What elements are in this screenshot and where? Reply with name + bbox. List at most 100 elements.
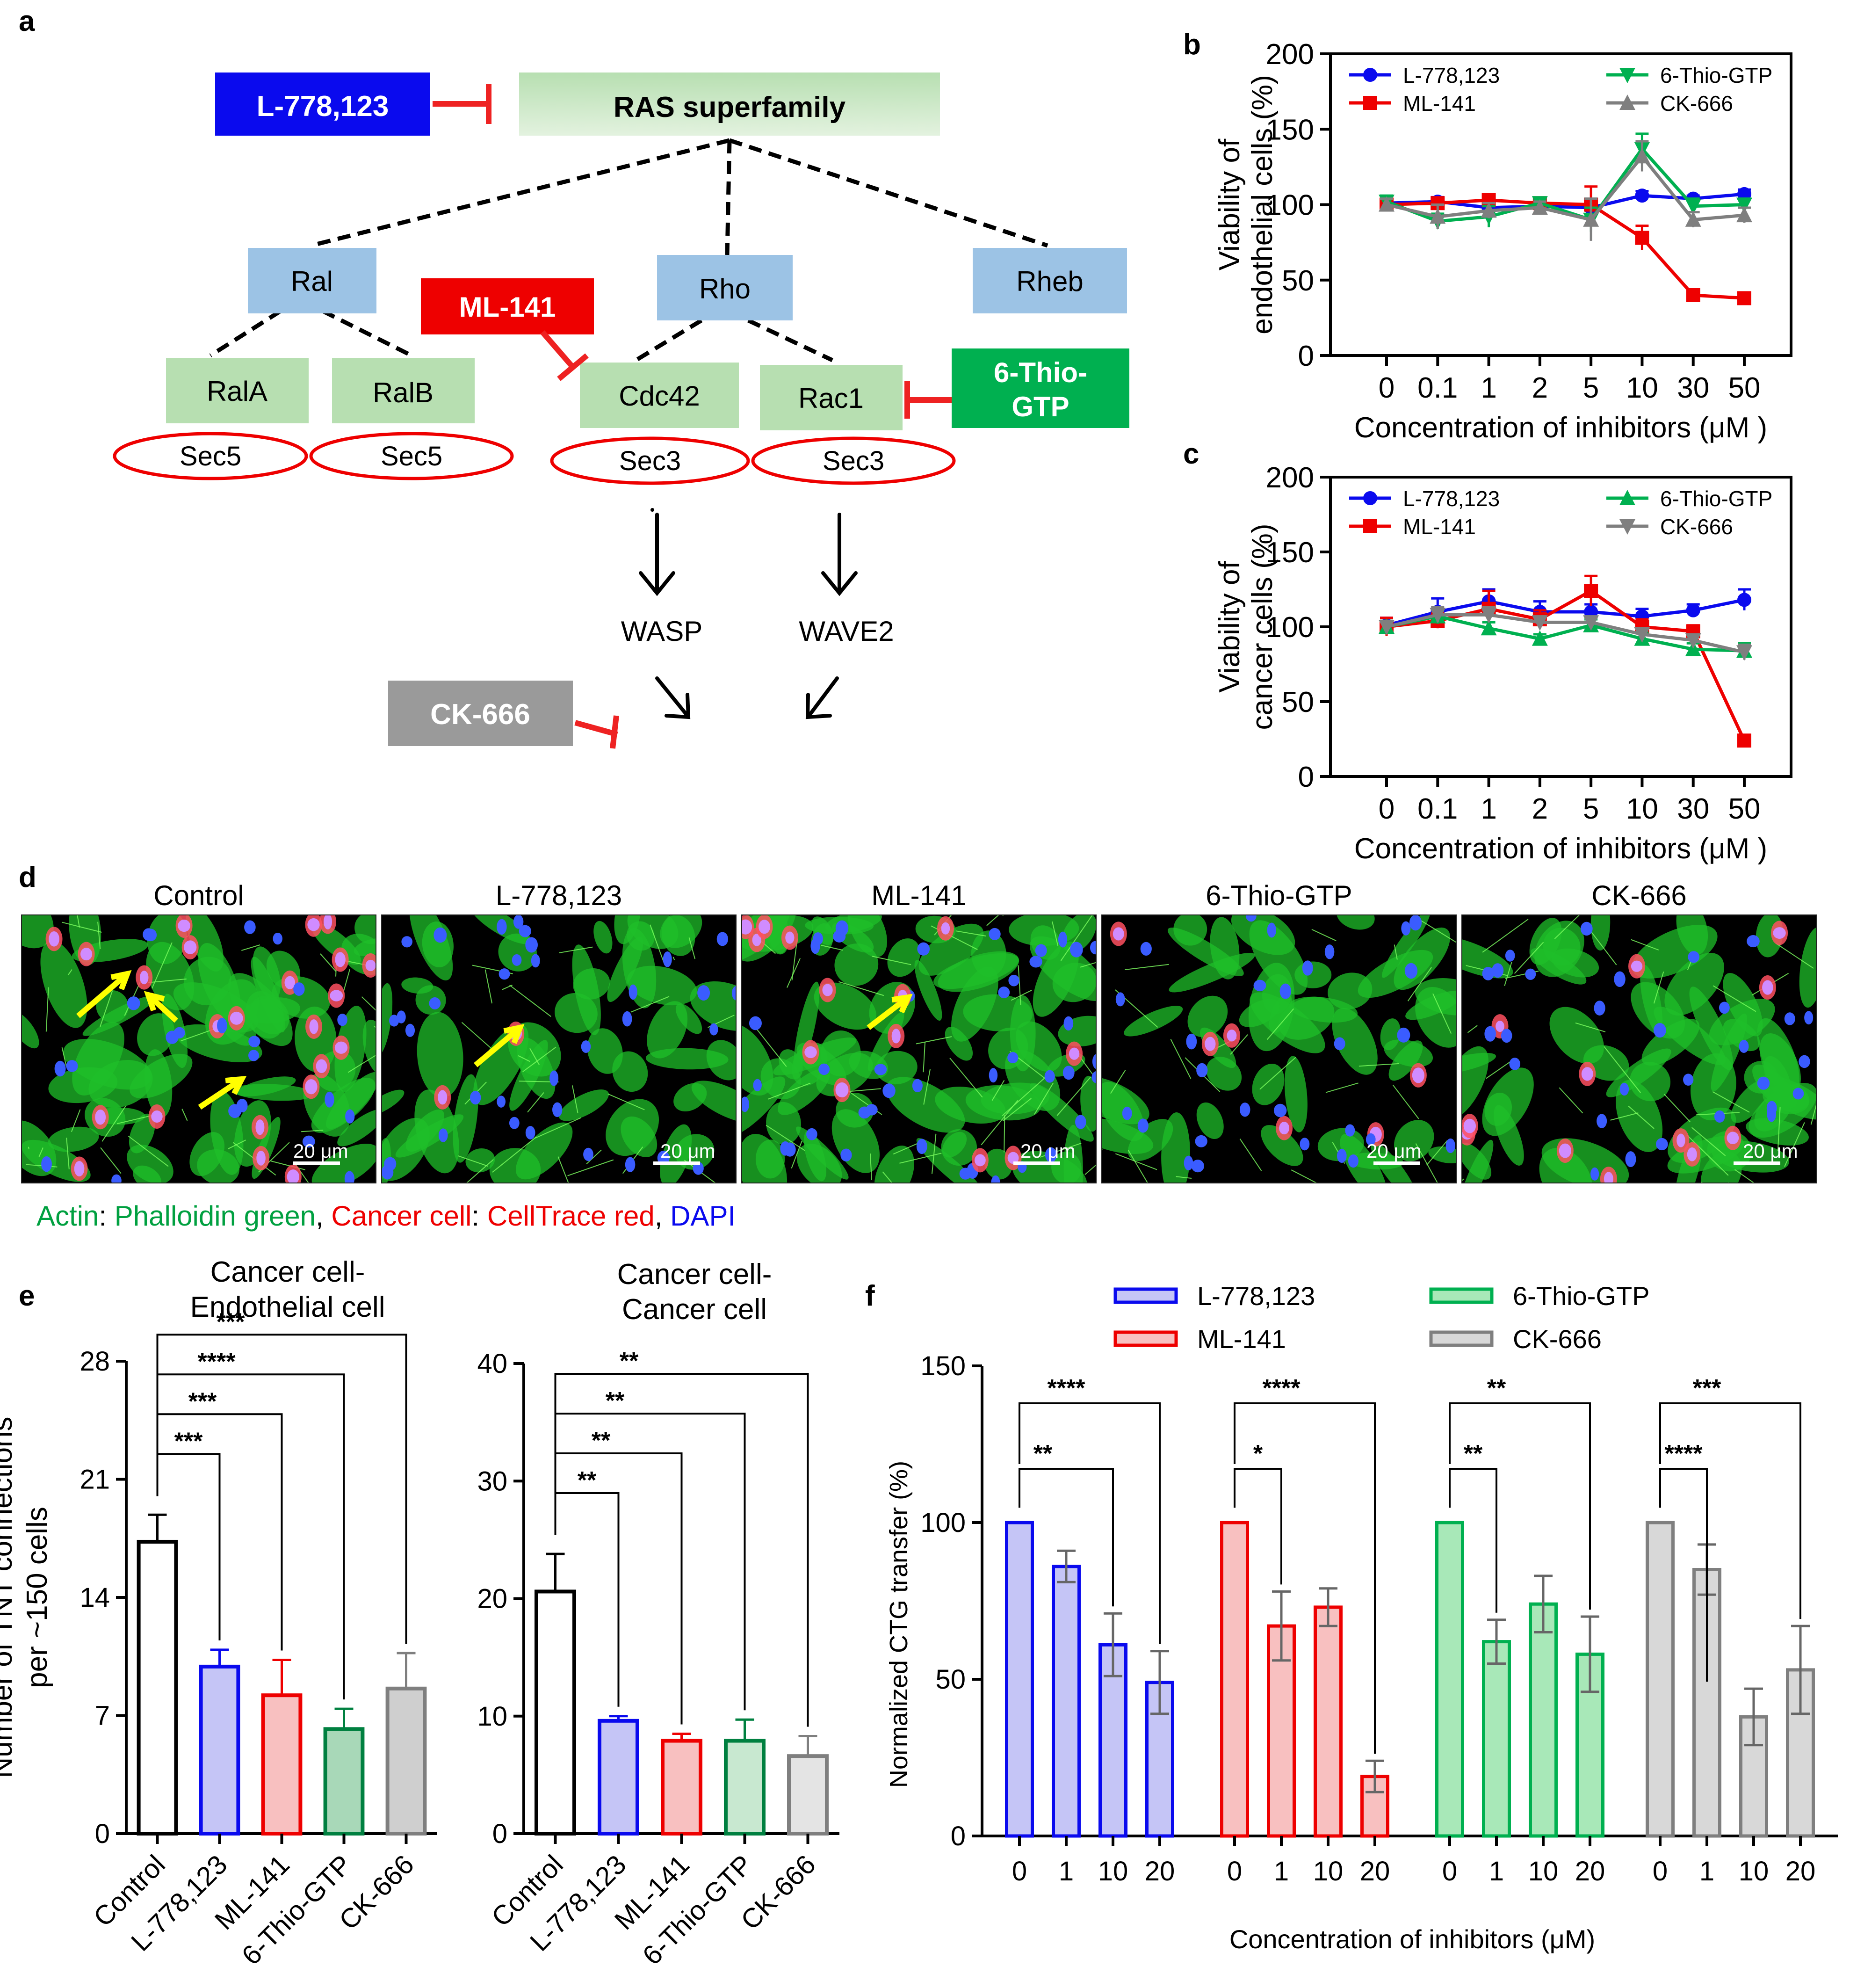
- nucleus: [512, 954, 522, 966]
- nucleus: [1063, 1016, 1074, 1031]
- x-tick-label: 10: [1528, 1856, 1559, 1886]
- nucleus: [1205, 1037, 1216, 1051]
- significance-bracket: [1019, 1402, 1161, 1644]
- nucleus: [1092, 1054, 1096, 1069]
- line-chart-b: 0 50 100 150 200 0 0.1 1 2 5 10 30 50 Concentration o…: [1214, 38, 1792, 444]
- tnt-arrow: [867, 995, 910, 1030]
- tnt-arrow-head: [110, 970, 132, 990]
- y-tick-label: 150: [1266, 114, 1314, 146]
- x-tick-label: 2: [1532, 372, 1548, 404]
- actin-fiber: [77, 915, 80, 928]
- micrograph-control: 20 μm: [21, 914, 376, 1183]
- image-title-control: Control: [153, 880, 244, 911]
- x-tick-label: 1: [1059, 1856, 1074, 1886]
- nucleus: [1412, 1067, 1424, 1083]
- x-tick-label: 50: [1728, 793, 1761, 825]
- data-point: [1481, 620, 1497, 636]
- tnt-arrow: [474, 1025, 522, 1067]
- actin-fiber: [1311, 929, 1337, 942]
- actin-fiber: [931, 1133, 937, 1174]
- x-tick-label: 10: [1626, 372, 1658, 404]
- nucleus: [1525, 968, 1536, 980]
- nucleus: [752, 934, 761, 946]
- nucleus: [151, 1110, 163, 1123]
- actin-fiber: [1554, 915, 1580, 939]
- actin-cell: [1641, 1018, 1700, 1066]
- actin-fiber: [986, 915, 999, 926]
- actin-fiber: [586, 1149, 602, 1165]
- actin-cell: [803, 1130, 827, 1182]
- significance-bracket: [1234, 1468, 1282, 1585]
- significance-label: **: [578, 1467, 597, 1494]
- actin-fiber: [650, 924, 665, 964]
- nucleus: [248, 1036, 260, 1047]
- actin-fiber: [492, 1136, 537, 1173]
- legend-label: ML-141: [1197, 1324, 1286, 1354]
- nucleus: [1195, 1135, 1207, 1147]
- y-tick-label: 150: [920, 1351, 966, 1381]
- actin-fiber: [301, 1130, 324, 1132]
- data-point: [1619, 490, 1635, 505]
- actin-cell: [1462, 936, 1513, 979]
- significance-label: ****: [1263, 1375, 1301, 1402]
- bar: [199, 1664, 240, 1836]
- nucleus: [1196, 1063, 1208, 1078]
- data-point: [1532, 615, 1548, 631]
- nucleus: [882, 1083, 896, 1098]
- significance-bracket: [1019, 1468, 1114, 1607]
- x-tick-label: 0.1: [1417, 372, 1458, 404]
- actin-fiber: [1011, 990, 1032, 1001]
- nucleus: [178, 919, 190, 932]
- x-tick-label: 1: [1489, 1856, 1504, 1886]
- nucleus: [255, 1119, 265, 1135]
- y-axis-label: endothelial cells (%): [1246, 75, 1279, 334]
- actin-fiber: [66, 1138, 70, 1169]
- actin-fiber: [672, 957, 675, 960]
- actin-fiber: [509, 985, 551, 1017]
- x-tick-label: 1: [1481, 793, 1496, 825]
- actin-cell: [189, 1132, 225, 1176]
- data-point: [1737, 593, 1751, 607]
- nucleus: [1137, 1118, 1149, 1133]
- actin-fiber: [1734, 1169, 1755, 1183]
- actin-cell: [1210, 917, 1240, 979]
- nucleus: [1792, 1088, 1804, 1100]
- actin-cell: [1731, 1080, 1770, 1123]
- actin-cell: [1371, 1142, 1417, 1183]
- actin-fiber: [766, 1125, 805, 1151]
- series-line: [1386, 153, 1745, 222]
- actin-cell: [1336, 915, 1375, 930]
- nucleus: [974, 1154, 986, 1167]
- actin-cell: [627, 965, 697, 1006]
- nucleus: [95, 1110, 106, 1125]
- actin-cell: [1358, 950, 1433, 998]
- data-point: [1379, 620, 1395, 635]
- actin-cell: [1278, 996, 1335, 1040]
- nucleus: [822, 984, 833, 996]
- legend-label: CK-666: [1660, 515, 1733, 539]
- nucleus: [519, 925, 531, 937]
- nucleus: [1463, 1118, 1476, 1133]
- actin-fiber: [1127, 1150, 1148, 1183]
- actin-fiber: [1056, 1076, 1091, 1116]
- nucleus: [307, 918, 320, 931]
- nucleus: [1687, 1147, 1697, 1161]
- y-axis-label: cancer cells (%): [1246, 524, 1279, 730]
- nucleus: [1267, 922, 1277, 938]
- nucleus: [1580, 921, 1593, 936]
- actin-fiber: [1060, 915, 1093, 961]
- actin-cell: [1196, 1102, 1224, 1139]
- caption-actin-label: Actin: [36, 1200, 99, 1232]
- x-tick-label: 0: [1653, 1856, 1668, 1886]
- legend-label: 6-Thio-GTP: [1660, 486, 1772, 511]
- significance-bracket: [1449, 1402, 1591, 1610]
- nucleus: [1625, 1151, 1636, 1167]
- actin-fiber: [1514, 942, 1544, 974]
- nucleus: [1191, 1160, 1204, 1173]
- actin-cell: [836, 1093, 874, 1128]
- actin-cell: [607, 936, 643, 1002]
- chart-title: Cancer cell-: [617, 1258, 772, 1291]
- nucleus: [874, 1064, 887, 1075]
- scalebar-label: 20 μm: [1020, 1140, 1076, 1162]
- nucleus: [365, 959, 376, 972]
